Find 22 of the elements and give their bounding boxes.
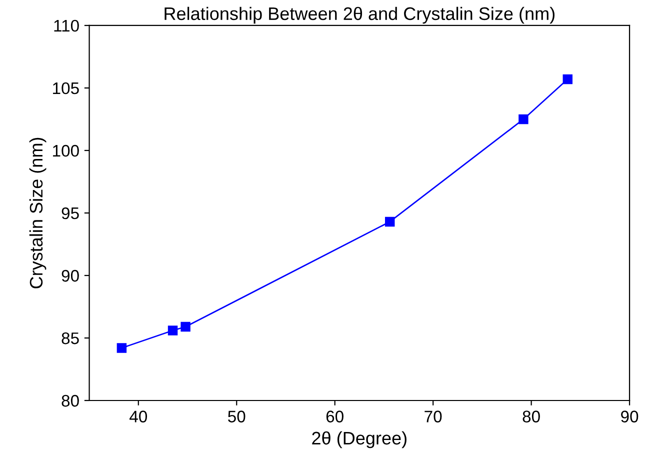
x-tick-label: 70 [424,410,442,422]
y-tick-label: 80 [62,394,79,407]
y-tick-label: 95 [62,207,79,220]
y-tick-label: 110 [54,20,79,32]
point [116,343,127,353]
x-tick-label: 40 [130,410,148,422]
point [518,114,528,124]
x-tick-label: 50 [228,410,246,422]
x-tick-label: 80 [522,410,540,422]
y-tick-label: 90 [62,270,79,282]
point [384,216,395,227]
chart-title: Relationship Between 2θ and Crystalin Size (nm) [164,6,554,24]
x-axis-title: 2θ (Degree) [312,431,406,448]
y-tick-label: 85 [62,332,79,344]
y-axis-title: Crystalin Size (nm) [29,138,46,288]
point [562,74,573,84]
y-tick-label: 105 [53,82,79,94]
point [168,326,178,336]
x-tick-label: 90 [621,410,638,422]
point [180,322,190,332]
y-tick-label: 100 [53,144,79,157]
x-tick-label: 60 [326,410,344,422]
